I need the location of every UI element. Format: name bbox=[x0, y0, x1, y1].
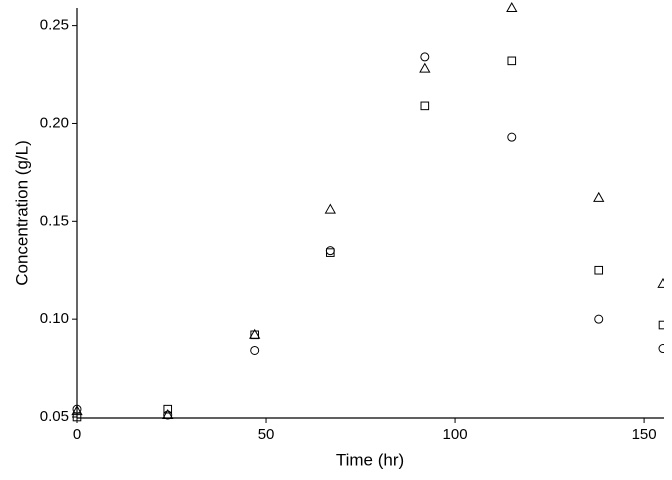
x-tick-label: 0 bbox=[73, 426, 81, 443]
y-tick-label: 0.15 bbox=[40, 212, 69, 229]
point-circle bbox=[507, 132, 517, 142]
point-circle bbox=[658, 344, 664, 354]
point-triangle bbox=[162, 409, 174, 420]
points bbox=[71, 1, 664, 422]
x-axis-title: Time (hr) bbox=[336, 450, 404, 469]
point-square bbox=[326, 248, 335, 257]
y-axis-title: Concentration (g/L) bbox=[12, 140, 31, 286]
point-square bbox=[420, 101, 430, 111]
point-triangle bbox=[506, 1, 518, 12]
point-triangle bbox=[324, 203, 336, 214]
point-triangle bbox=[593, 191, 605, 202]
point-square bbox=[658, 320, 664, 330]
point-triangle bbox=[249, 328, 261, 339]
x-tick-label: 100 bbox=[443, 426, 468, 443]
point-circle bbox=[325, 246, 335, 256]
point-square bbox=[163, 404, 173, 414]
y-tick-label: 0.10 bbox=[40, 310, 69, 327]
point-square bbox=[507, 56, 517, 66]
y-tick-label: 0.05 bbox=[40, 408, 69, 425]
point-triangle bbox=[71, 405, 83, 416]
point-circle bbox=[594, 314, 604, 324]
point-triangle bbox=[419, 62, 431, 73]
y-tick-label: 0.25 bbox=[40, 17, 69, 34]
point-triangle bbox=[657, 277, 664, 288]
point-square bbox=[594, 265, 604, 275]
x-tick-label: 150 bbox=[632, 426, 657, 443]
x-tick-label: 50 bbox=[258, 426, 275, 443]
point-circle bbox=[420, 52, 430, 62]
y-tick-label: 0.20 bbox=[40, 114, 69, 131]
point-circle bbox=[250, 345, 260, 355]
